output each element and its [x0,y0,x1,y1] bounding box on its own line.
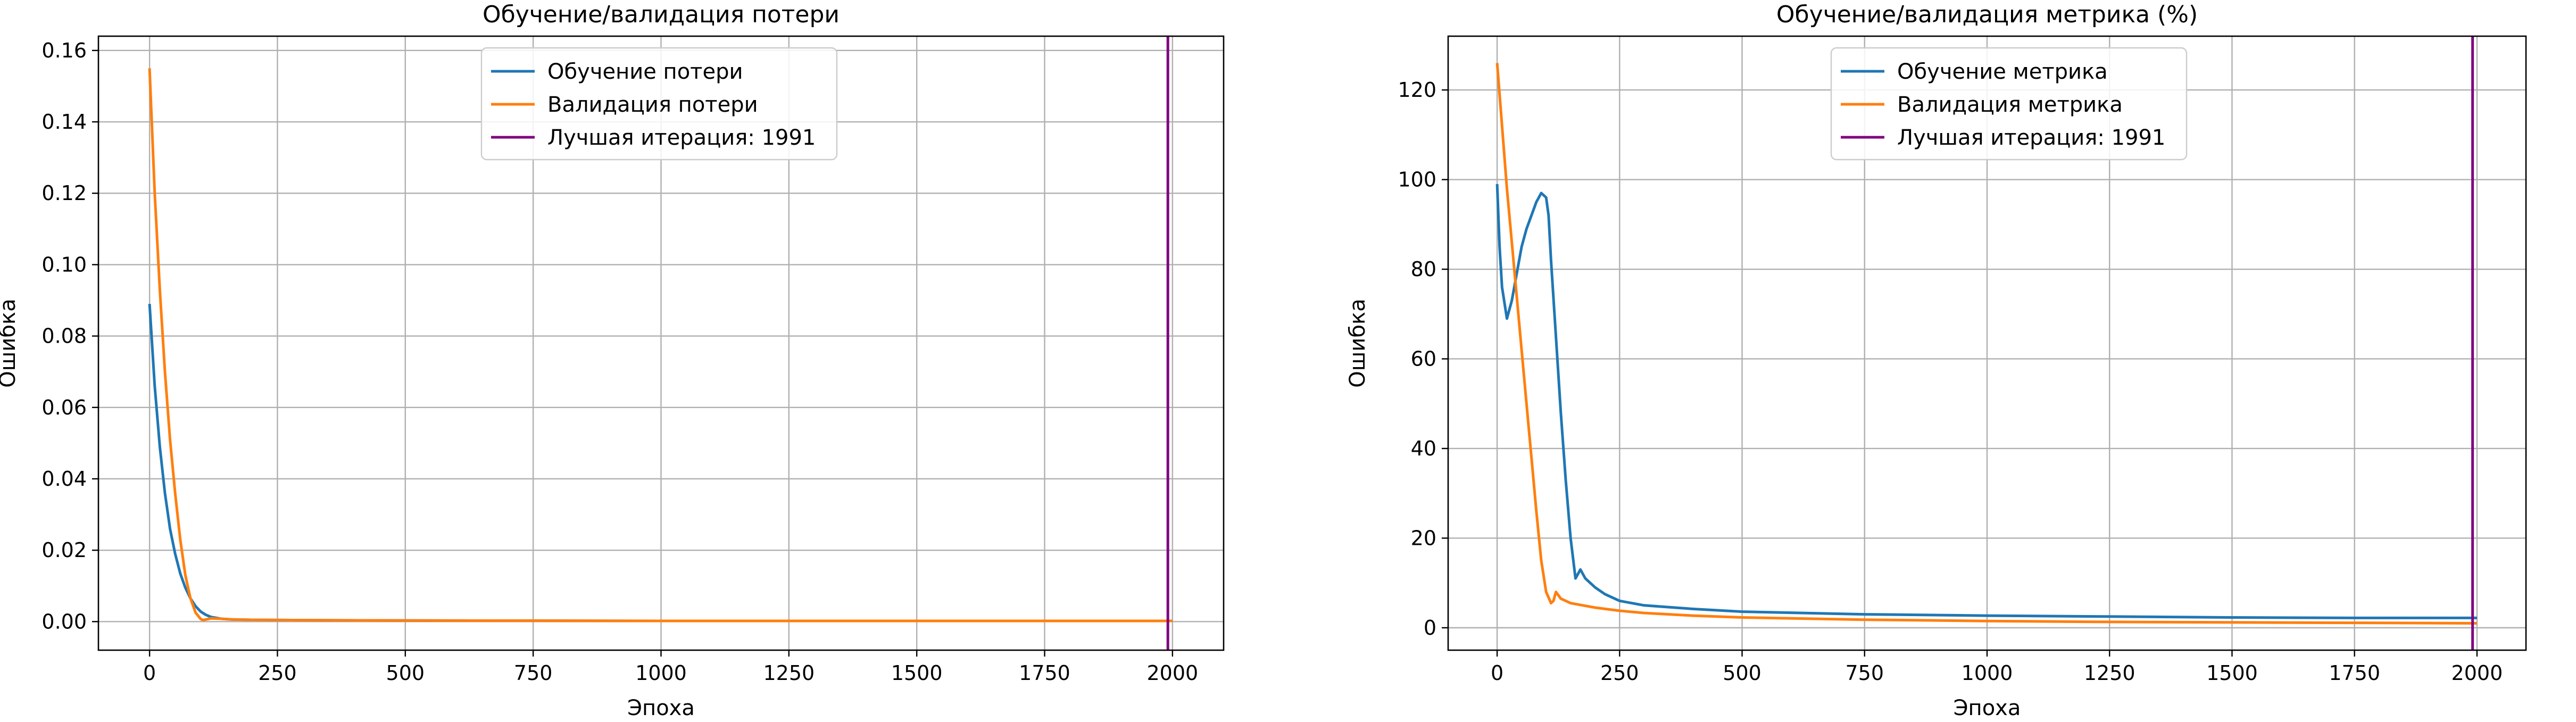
x-tick-label: 500 [386,661,425,685]
x-tick-label: 1250 [2084,661,2135,685]
y-tick-label: 80 [1411,258,1436,281]
series-line-1 [1495,184,2477,619]
legend: Обучение потери Валидация потери Лучшая ит… [480,47,838,161]
y-tick-label: 0.00 [41,610,87,633]
chart-title: Обучение/валидация метрика (%) [1776,1,2198,28]
y-tick-label: 0 [1424,616,1436,640]
x-axis-label: Эпоха [627,696,695,720]
y-tick-label: 0.10 [41,253,87,276]
x-tick-label: 0 [1491,661,1503,685]
x-tick-label: 250 [1600,661,1639,685]
x-tick-label: 750 [1846,661,1884,685]
y-tick-label: 0.08 [41,325,87,348]
legend-box [1830,47,2188,161]
y-tick-label: 60 [1411,347,1436,370]
x-tick-label: 1000 [635,661,687,685]
y-tick-label: 20 [1411,526,1436,550]
legend-label: Обучение потери [547,60,743,84]
legend-box [480,47,838,161]
y-axis-label: Ошибка [1345,298,1370,387]
x-tick-label: 750 [514,661,553,685]
x-tick-label: 500 [1723,661,1761,685]
y-tick-label: 100 [1398,168,1436,192]
y-tick-label: 0.12 [41,181,87,205]
y-tick-label: 0.14 [41,110,87,134]
legend-label: Обучение метрика [1897,60,2108,84]
legend-label: Валидация метрика [1897,93,2123,117]
x-tick-label: 1500 [891,661,943,685]
x-tick-label: 2000 [2452,661,2503,685]
x-tick-label: 1250 [763,661,815,685]
y-tick-label: 0.04 [41,467,87,491]
y-tick-label: 0.02 [41,538,87,562]
series-line-2 [1495,63,2477,625]
x-tick-label: 250 [258,661,297,685]
x-tick-label: 0 [143,661,156,685]
legend-label: Лучшая итерация: 1991 [547,126,816,150]
chart-2: 0 250 500 750 1000 1250 1500 1750 2000 0 20 40 60 80 1… [1345,1,2527,720]
chart-1: 0 250 500 750 1000 1250 1500 1750 2000 0.00 0.02 0.… [0,1,1225,720]
y-tick-label: 0.06 [41,396,87,419]
x-tick-label: 1750 [2329,661,2380,685]
legend: Обучение метрика Валидация метрика Лучшая … [1830,47,2188,161]
x-tick-label: 1750 [1019,661,1070,685]
legend-label: Валидация потери [547,93,758,117]
legend-label: Лучшая итерация: 1991 [1897,126,2165,150]
x-axis-label: Эпоха [1954,696,2021,720]
y-tick-label: 40 [1411,437,1436,460]
y-tick-label: 0.16 [41,39,87,62]
x-tick-label: 1000 [1962,661,2013,685]
x-tick-label: 2000 [1147,661,1199,685]
series-line-2 [148,68,1173,623]
x-tick-label: 1500 [2206,661,2258,685]
y-axis-label: Ошибка [0,298,20,387]
y-tick-label: 120 [1398,78,1436,102]
chart-title: Обучение/валидация потери [483,1,840,28]
